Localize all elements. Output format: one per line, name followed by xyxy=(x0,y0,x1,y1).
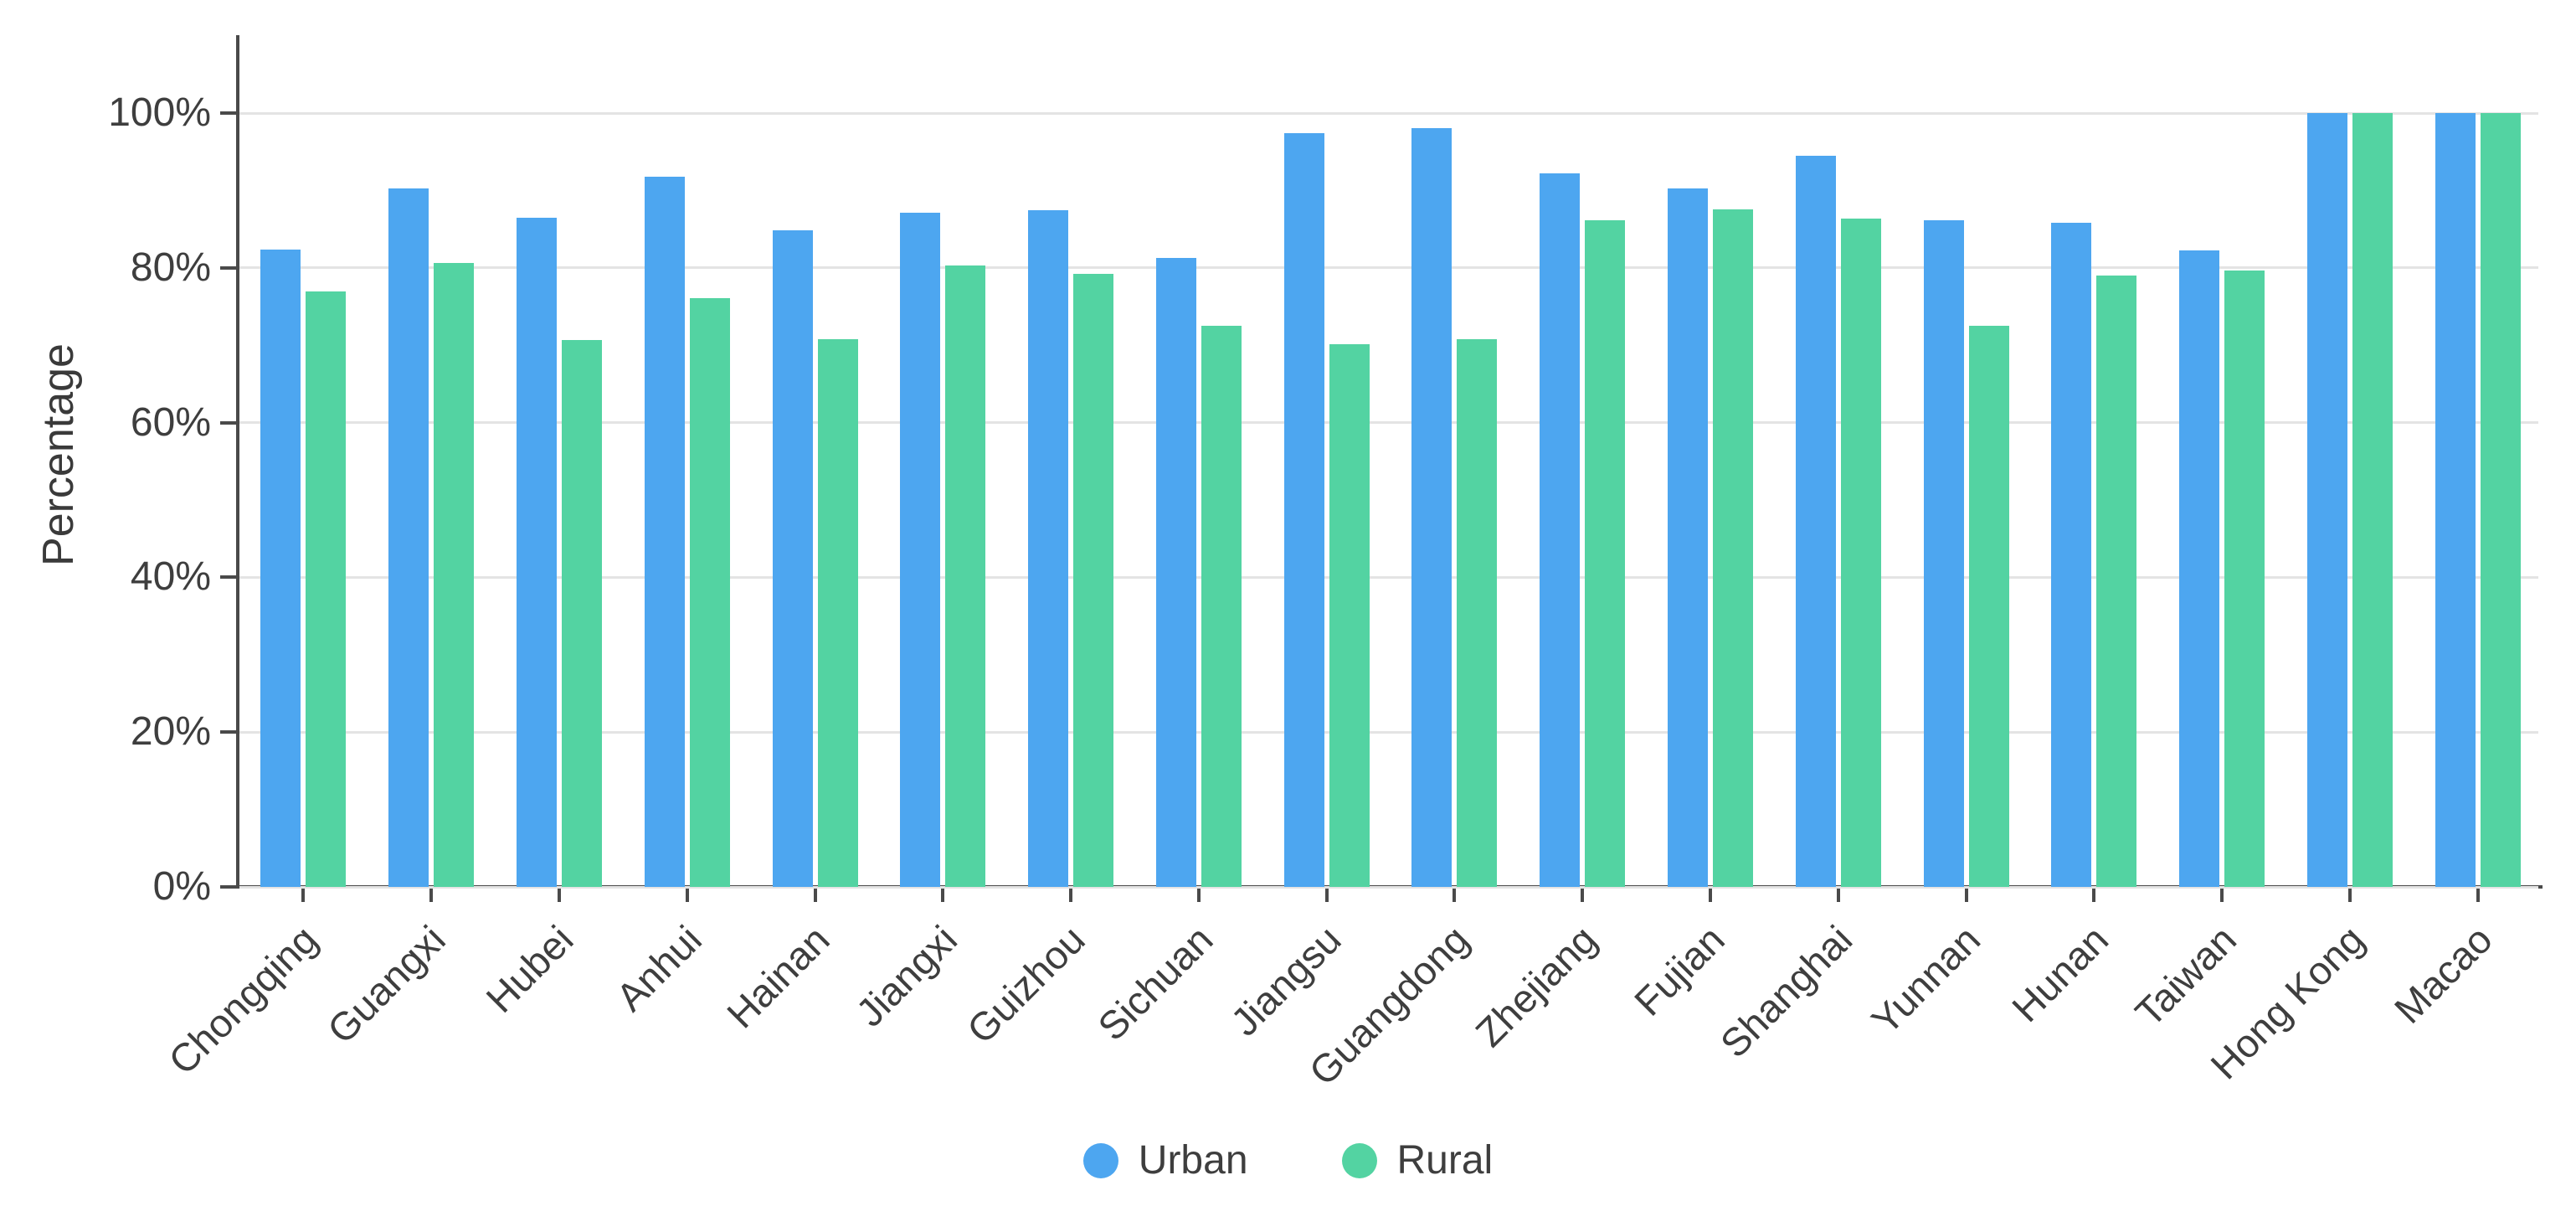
bar-urban-hong-kong xyxy=(2306,113,2347,887)
gridline-20 xyxy=(239,730,2538,734)
x-axis-tick xyxy=(685,889,689,902)
legend-dot-rural xyxy=(1341,1142,1377,1178)
bar-rural-hubei xyxy=(561,339,602,887)
y-axis-tick xyxy=(220,575,237,580)
bar-rural-anhui xyxy=(689,297,730,887)
bar-urban-sichuan xyxy=(1155,257,1196,887)
bar-rural-chongqing xyxy=(306,291,347,887)
gridline-60 xyxy=(239,421,2538,425)
y-axis-tick xyxy=(220,885,237,889)
legend-dot-urban xyxy=(1082,1142,1118,1178)
bar-urban-jiangxi xyxy=(900,213,941,887)
y-axis-tick xyxy=(220,265,237,270)
x-tick-label-chongqing: Chongqing xyxy=(159,916,326,1084)
x-tick-label-fujian: Fujian xyxy=(1625,916,1733,1024)
x-axis-tick xyxy=(1708,889,1712,902)
x-axis-tick xyxy=(1836,889,1840,902)
bar-rural-hong-kong xyxy=(2352,113,2393,887)
bar-urban-guangdong xyxy=(1411,127,1453,887)
bar-rural-macao xyxy=(2480,113,2521,887)
x-axis-tick xyxy=(813,889,817,902)
bar-rural-hunan xyxy=(2096,276,2137,887)
x-axis-tick xyxy=(1324,889,1329,902)
bar-urban-guizhou xyxy=(1028,209,1069,887)
x-axis-tick xyxy=(2347,889,2352,902)
x-axis-tick xyxy=(2476,889,2480,902)
bar-rural-taiwan xyxy=(2224,270,2265,887)
bar-urban-guangxi xyxy=(388,188,429,887)
x-tick-label-hunan: Hunan xyxy=(2003,916,2117,1031)
bar-rural-hainan xyxy=(817,338,858,887)
bar-urban-zhejiang xyxy=(1540,173,1581,887)
bar-urban-jiangsu xyxy=(1283,133,1324,887)
y-tick-label: 100% xyxy=(108,90,211,135)
x-axis-tick xyxy=(2092,889,2096,902)
legend-label-urban: Urban xyxy=(1138,1138,1248,1183)
gridline-0 xyxy=(239,885,2538,889)
x-tick-label-macao: Macao xyxy=(2385,916,2501,1032)
x-axis-tick xyxy=(1581,889,1585,902)
gridline-80 xyxy=(239,266,2538,270)
x-axis-tick xyxy=(429,889,434,902)
bar-rural-guangxi xyxy=(434,263,475,887)
x-tick-label-yunnan: Yunnan xyxy=(1863,916,1989,1043)
bar-rural-shanghai xyxy=(1840,218,1881,887)
x-tick-label-jiangsu: Jiangsu xyxy=(1221,916,1350,1044)
bar-rural-guizhou xyxy=(1073,274,1114,887)
bar-urban-macao xyxy=(2435,113,2476,887)
legend: Urban Rural xyxy=(0,1137,2576,1183)
bar-urban-chongqing xyxy=(260,249,301,887)
x-axis-tick xyxy=(2220,889,2224,902)
gridline-40 xyxy=(239,575,2538,579)
x-axis-tick xyxy=(557,889,561,902)
x-axis-tick xyxy=(301,889,306,902)
bar-urban-shanghai xyxy=(1795,155,1836,887)
legend-label-rural: Rural xyxy=(1396,1138,1494,1183)
x-tick-label-guangxi: Guangxi xyxy=(318,916,454,1053)
y-tick-label: 80% xyxy=(130,245,211,290)
x-tick-label-anhui: Anhui xyxy=(606,916,710,1020)
bar-urban-fujian xyxy=(1667,188,1708,887)
y-axis-tick xyxy=(220,111,237,115)
bar-urban-anhui xyxy=(644,176,685,887)
bar-rural-jiangsu xyxy=(1329,344,1370,887)
x-axis-tick xyxy=(1453,889,1457,902)
x-tick-label-jiangxi: Jiangxi xyxy=(847,916,966,1035)
y-axis-tick xyxy=(220,730,237,734)
x-tick-label-hainan: Hainan xyxy=(717,916,838,1037)
legend-item-urban: Urban xyxy=(1082,1137,1248,1183)
bar-urban-hunan xyxy=(2051,223,2092,887)
x-axis-tick xyxy=(1069,889,1073,902)
x-tick-label-taiwan: Taiwan xyxy=(2126,916,2244,1035)
bar-rural-jiangxi xyxy=(945,265,986,887)
y-tick-label: 20% xyxy=(130,709,211,755)
plot-area xyxy=(239,35,2542,889)
bar-rural-yunnan xyxy=(1968,326,2009,887)
y-axis-line xyxy=(236,35,239,889)
y-tick-label: 40% xyxy=(130,554,211,600)
gridline-100 xyxy=(239,111,2538,115)
bar-urban-yunnan xyxy=(1923,219,1964,887)
bar-urban-taiwan xyxy=(2179,250,2220,887)
x-tick-label-shanghai: Shanghai xyxy=(1711,916,1861,1066)
x-axis-tick xyxy=(1196,889,1201,902)
bar-rural-guangdong xyxy=(1457,338,1498,887)
x-axis-tick xyxy=(941,889,945,902)
y-axis-tick xyxy=(220,420,237,425)
bar-rural-fujian xyxy=(1712,209,1753,887)
bar-rural-sichuan xyxy=(1201,326,1242,887)
x-tick-label-sichuan: Sichuan xyxy=(1088,916,1221,1049)
x-tick-label-hubei: Hubei xyxy=(477,916,582,1022)
bar-urban-hainan xyxy=(772,230,813,887)
legend-item-rural: Rural xyxy=(1341,1137,1494,1183)
bar-urban-hubei xyxy=(516,217,557,887)
y-tick-label: 60% xyxy=(130,399,211,445)
bar-rural-zhejiang xyxy=(1585,220,1626,887)
x-axis-tick xyxy=(1964,889,1968,902)
x-tick-label-guizhou: Guizhou xyxy=(958,916,1093,1053)
y-tick-label: 0% xyxy=(152,864,211,909)
y-axis-title: Percentage xyxy=(34,343,83,566)
x-tick-label-zhejiang: Zhejiang xyxy=(1466,916,1605,1055)
